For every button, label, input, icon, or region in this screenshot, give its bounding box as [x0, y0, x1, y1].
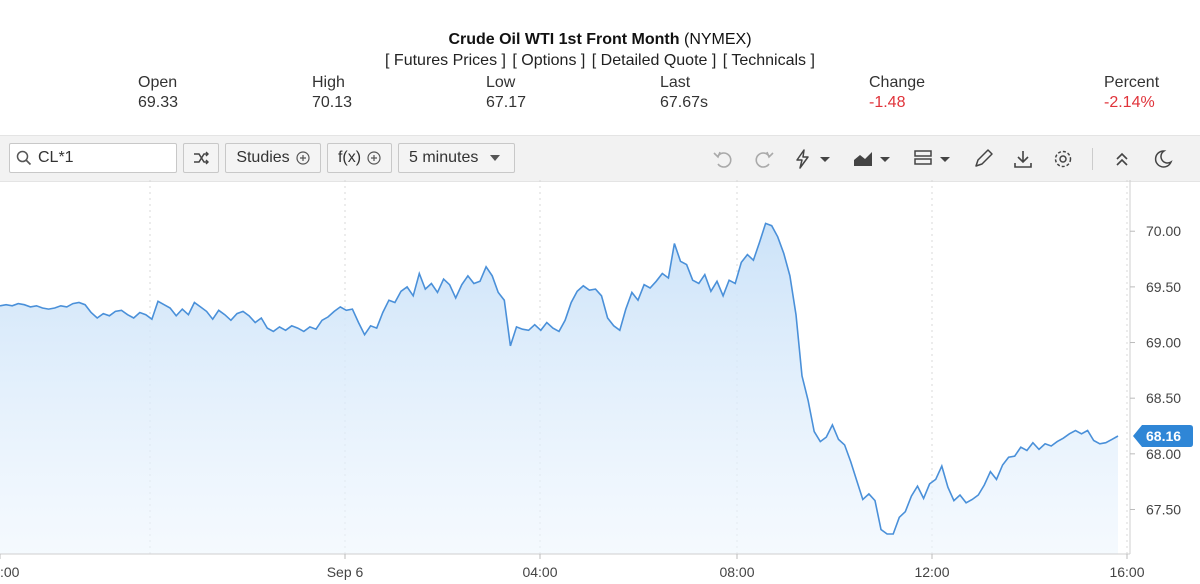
undo-icon	[713, 151, 732, 168]
stat-percent-label: Percent	[1104, 74, 1160, 91]
exchange-name: (NYMEX)	[683, 31, 752, 48]
x-tick-label: 12:00	[914, 564, 949, 580]
area-chart-icon	[854, 152, 890, 166]
x-tick-label: Sep 6	[327, 564, 364, 580]
chart-type-button[interactable]	[852, 148, 892, 170]
stat-last: Last 67.67s	[660, 73, 708, 113]
interval-value: 5 minutes	[409, 149, 479, 166]
stat-change-label: Change	[869, 74, 926, 91]
toolbar-divider	[1092, 148, 1093, 170]
pencil-icon	[975, 149, 993, 167]
download-icon	[1014, 151, 1032, 168]
gear-icon	[1054, 150, 1072, 168]
options-link[interactable]: [ Options ]	[512, 52, 586, 69]
stat-open: Open 69.33	[138, 73, 178, 113]
stat-percent: Percent -2.14%	[1104, 73, 1159, 113]
settings-button[interactable]	[1051, 148, 1075, 170]
redo-icon	[755, 151, 774, 168]
collapse-button[interactable]	[1110, 148, 1134, 170]
compare-button[interactable]	[183, 143, 219, 173]
x-tick-label: 08:00	[719, 564, 754, 580]
technicals-link[interactable]: [ Technicals ]	[722, 52, 815, 69]
y-tick-label: 69.00	[1146, 335, 1181, 351]
y-ticks: 70.00 69.50 69.00 68.50 68.00 67.50	[1130, 223, 1181, 517]
theme-toggle-button[interactable]	[1150, 148, 1174, 170]
plus-circle-icon	[296, 151, 310, 165]
stat-change: Change -1.48	[869, 73, 925, 113]
last-price-badge: 68.16	[1133, 425, 1193, 448]
x-tick-label: 16:00	[1109, 564, 1144, 580]
chevron-down-icon	[490, 155, 501, 161]
flash-menu-button[interactable]	[792, 148, 832, 170]
symbol-value: CL*1	[38, 149, 74, 166]
y-tick-label: 69.50	[1146, 279, 1181, 295]
redo-button[interactable]	[752, 148, 776, 170]
x-ticks: :00 Sep 6 04:00 08:00 12:00 16:00	[0, 554, 1145, 580]
studies-button[interactable]: Studies	[225, 143, 321, 173]
detailed-quote-link[interactable]: [ Detailed Quote ]	[591, 52, 717, 69]
draw-button[interactable]	[971, 148, 995, 170]
moon-icon	[1154, 150, 1173, 168]
stat-percent-value: -2.14%	[1104, 94, 1155, 111]
y-tick-label: 68.50	[1146, 390, 1181, 406]
stat-open-label: Open	[138, 74, 178, 91]
stat-low: Low 67.17	[486, 73, 526, 113]
stat-last-value: 67.67s	[660, 94, 709, 111]
last-price-value: 68.16	[1146, 428, 1181, 444]
instrument-name: Crude Oil WTI 1st Front Month	[448, 31, 680, 48]
stat-high-value: 70.13	[312, 94, 353, 111]
fx-button[interactable]: f(x)	[327, 143, 392, 173]
x-tick-label: 04:00	[522, 564, 557, 580]
layout-icon	[914, 150, 950, 165]
stat-open-value: 69.33	[138, 94, 179, 111]
double-chevron-up-icon	[1116, 152, 1128, 166]
lightning-icon	[796, 149, 830, 169]
stat-last-label: Last	[660, 74, 691, 91]
interval-select[interactable]: 5 minutes	[398, 143, 515, 173]
quote-links: [ Futures Prices ] [ Options ] [ Detaile…	[0, 52, 1200, 70]
chart-toolbar: CL*1 Studies f(x) 5 minutes	[0, 135, 1200, 182]
symbol-search-input[interactable]: CL*1	[9, 143, 177, 173]
y-tick-label: 70.00	[1146, 223, 1181, 239]
shuffle-icon	[194, 151, 209, 165]
fx-label: f(x)	[337, 149, 362, 166]
stat-change-value: -1.48	[869, 94, 906, 111]
y-tick-label: 67.50	[1146, 501, 1181, 517]
futures-prices-link[interactable]: [ Futures Prices ]	[385, 52, 506, 69]
price-chart[interactable]: 70.00 69.50 69.00 68.50 68.00 67.50 :00 Sep 6 0…	[0, 180, 1200, 584]
layout-button[interactable]	[912, 148, 952, 170]
stat-low-label: Low	[486, 74, 516, 91]
x-tick-label: :00	[0, 564, 20, 580]
studies-label: Studies	[236, 149, 290, 166]
stat-low-value: 67.17	[486, 94, 527, 111]
chart-title: Crude Oil WTI 1st Front Month (NYMEX)	[0, 31, 1200, 49]
download-button[interactable]	[1011, 148, 1035, 170]
price-line	[0, 222, 1119, 535]
stat-high: High 70.13	[312, 73, 352, 113]
undo-button[interactable]	[711, 148, 735, 170]
y-tick-label: 68.00	[1146, 446, 1181, 462]
plus-circle-icon	[367, 151, 381, 165]
stat-high-label: High	[312, 74, 345, 91]
search-icon	[16, 150, 32, 166]
price-area	[0, 223, 1118, 554]
